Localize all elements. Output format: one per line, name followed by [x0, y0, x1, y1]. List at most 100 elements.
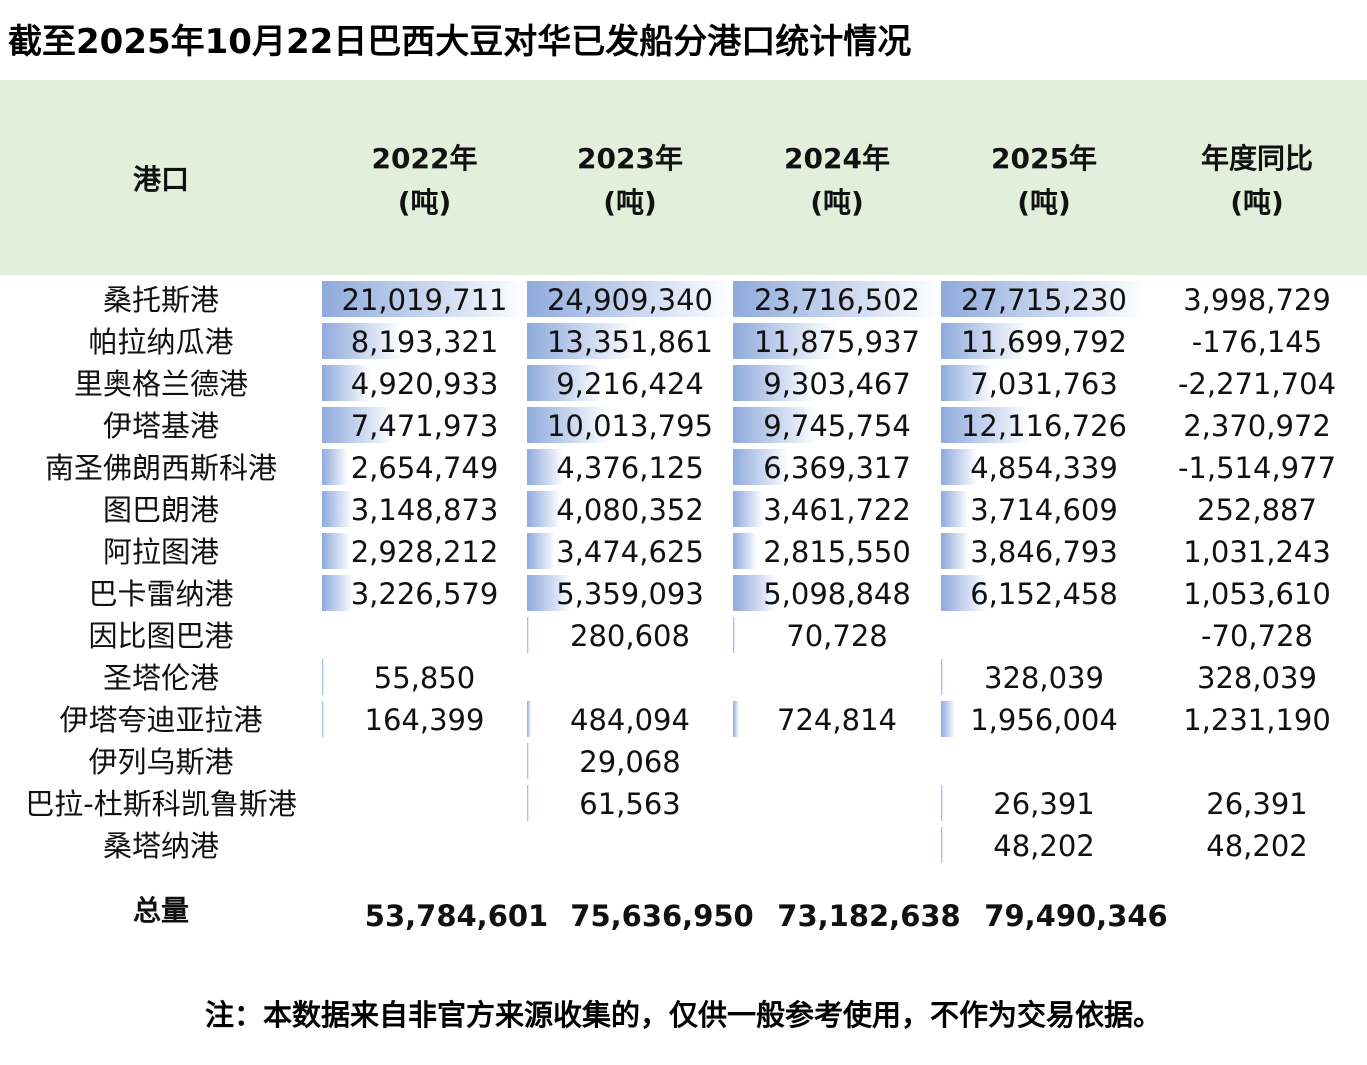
cell: 3,714,609 — [970, 493, 1118, 527]
cell: 27,715,230 — [960, 283, 1128, 317]
cell: 23,716,502 — [753, 283, 921, 317]
total-cell: 总量 — [132, 894, 189, 927]
data-bar — [733, 407, 818, 443]
data-bar — [322, 575, 354, 611]
cell: 280,608 — [570, 619, 690, 653]
cell: 1,231,190 — [1183, 703, 1331, 737]
cell: 2,928,212 — [350, 535, 499, 569]
cell: 70,728 — [786, 619, 888, 653]
cell: 328,039 — [1197, 661, 1317, 695]
header-cell: (吨) — [810, 186, 864, 219]
port-name: 因比图巴港 — [88, 619, 234, 653]
data-bar — [322, 365, 370, 401]
data-bar — [322, 659, 324, 695]
data-bar — [941, 491, 969, 527]
port-name: 伊塔夸迪亚拉港 — [59, 703, 263, 737]
cell: 164,399 — [364, 703, 485, 737]
data-bar — [733, 281, 939, 317]
cell: 7,031,763 — [970, 367, 1118, 401]
port-name: 图巴朗港 — [102, 493, 219, 527]
port-name: 里奥格兰德港 — [73, 367, 248, 401]
data-bar — [527, 407, 609, 443]
cell: 12,116,726 — [960, 409, 1128, 443]
cell: 7,471,973 — [350, 409, 499, 443]
cell: 5,098,848 — [763, 577, 911, 611]
data-bar — [733, 491, 764, 527]
port-name: 桑塔纳港 — [102, 829, 219, 863]
cell: 3,998,729 — [1183, 283, 1331, 317]
header-cell: (吨) — [1230, 186, 1284, 219]
port-name: 巴拉-杜斯科凯鲁斯港 — [25, 787, 297, 821]
cell: 1,956,004 — [970, 703, 1118, 737]
cell: 61,563 — [579, 787, 681, 821]
total-cell: 53,784,601 — [364, 899, 549, 933]
cell: 4,376,125 — [556, 451, 704, 485]
port-name: 伊列乌斯港 — [88, 745, 234, 779]
cell: 4,080,352 — [556, 493, 704, 527]
cell: 252,887 — [1197, 493, 1317, 527]
data-bar — [322, 281, 525, 317]
data-bar — [527, 743, 529, 779]
total-cell: 73,182,638 — [777, 899, 961, 933]
header-cell: (吨) — [1017, 186, 1071, 219]
data-bar — [733, 365, 814, 401]
header-cell: 2025年 — [991, 142, 1097, 175]
header-band — [0, 80, 1367, 275]
data-bar — [322, 533, 351, 569]
data-bar — [941, 785, 943, 821]
data-bar — [733, 533, 758, 569]
data-bar — [527, 365, 603, 401]
data-bar — [322, 407, 395, 443]
port-name: 伊塔基港 — [102, 409, 219, 443]
cell: 2,370,972 — [1183, 409, 1331, 443]
cell: 484,094 — [570, 703, 690, 737]
header-cell: 年度同比 — [1200, 142, 1313, 175]
cell: 24,909,340 — [546, 283, 714, 317]
data-bar — [527, 533, 556, 569]
cell: 13,351,861 — [546, 325, 714, 359]
data-bar — [941, 365, 993, 401]
data-bar — [941, 701, 956, 737]
cell: 3,148,873 — [350, 493, 499, 527]
data-bar — [733, 701, 740, 737]
data-bar — [527, 575, 571, 611]
data-bar — [941, 575, 987, 611]
port-name: 帕拉纳瓜港 — [88, 325, 234, 359]
data-bar — [941, 449, 977, 485]
data-bar — [733, 449, 789, 485]
data-bar — [941, 281, 1145, 317]
data-bar — [527, 785, 529, 821]
total-cell: 75,636,950 — [570, 899, 754, 933]
data-bar — [527, 491, 561, 527]
cell: 11,875,937 — [753, 325, 921, 359]
cell: 6,152,458 — [970, 577, 1118, 611]
cell: -70,728 — [1201, 619, 1313, 653]
data-bar — [527, 701, 531, 737]
data-bar — [527, 281, 731, 317]
cell: 29,068 — [579, 745, 681, 779]
cell: 4,854,339 — [970, 451, 1118, 485]
port-name: 巴卡雷纳港 — [88, 577, 234, 611]
data-bar — [322, 491, 353, 527]
cell: 9,216,424 — [556, 367, 704, 401]
title: 截至2025年10月22日巴西大豆对华已发船分港口统计情况 — [8, 22, 912, 62]
cell: 48,202 — [1206, 829, 1308, 863]
port-name: 阿拉图港 — [102, 535, 219, 569]
port-name: 南圣佛朗西斯科港 — [44, 451, 277, 485]
note: 注：本数据来自非官方来源收集的，仅供一般参考使用，不作为交易依据。 — [204, 998, 1162, 1032]
cell: 21,019,711 — [341, 283, 508, 317]
cell: 55,850 — [373, 661, 476, 695]
cell: 11,699,792 — [960, 325, 1128, 359]
total-cell: 79,490,346 — [984, 899, 1168, 933]
cell: 3,846,793 — [970, 535, 1118, 569]
data-bar — [527, 449, 563, 485]
header-cell: 2023年 — [577, 142, 683, 175]
cell: 328,039 — [984, 661, 1104, 695]
data-bar — [527, 323, 637, 359]
cell: 3,474,625 — [556, 535, 704, 569]
data-bar — [941, 533, 970, 569]
data-bar — [322, 323, 402, 359]
cell: 26,391 — [993, 787, 1095, 821]
header-cell: (吨) — [397, 186, 452, 219]
